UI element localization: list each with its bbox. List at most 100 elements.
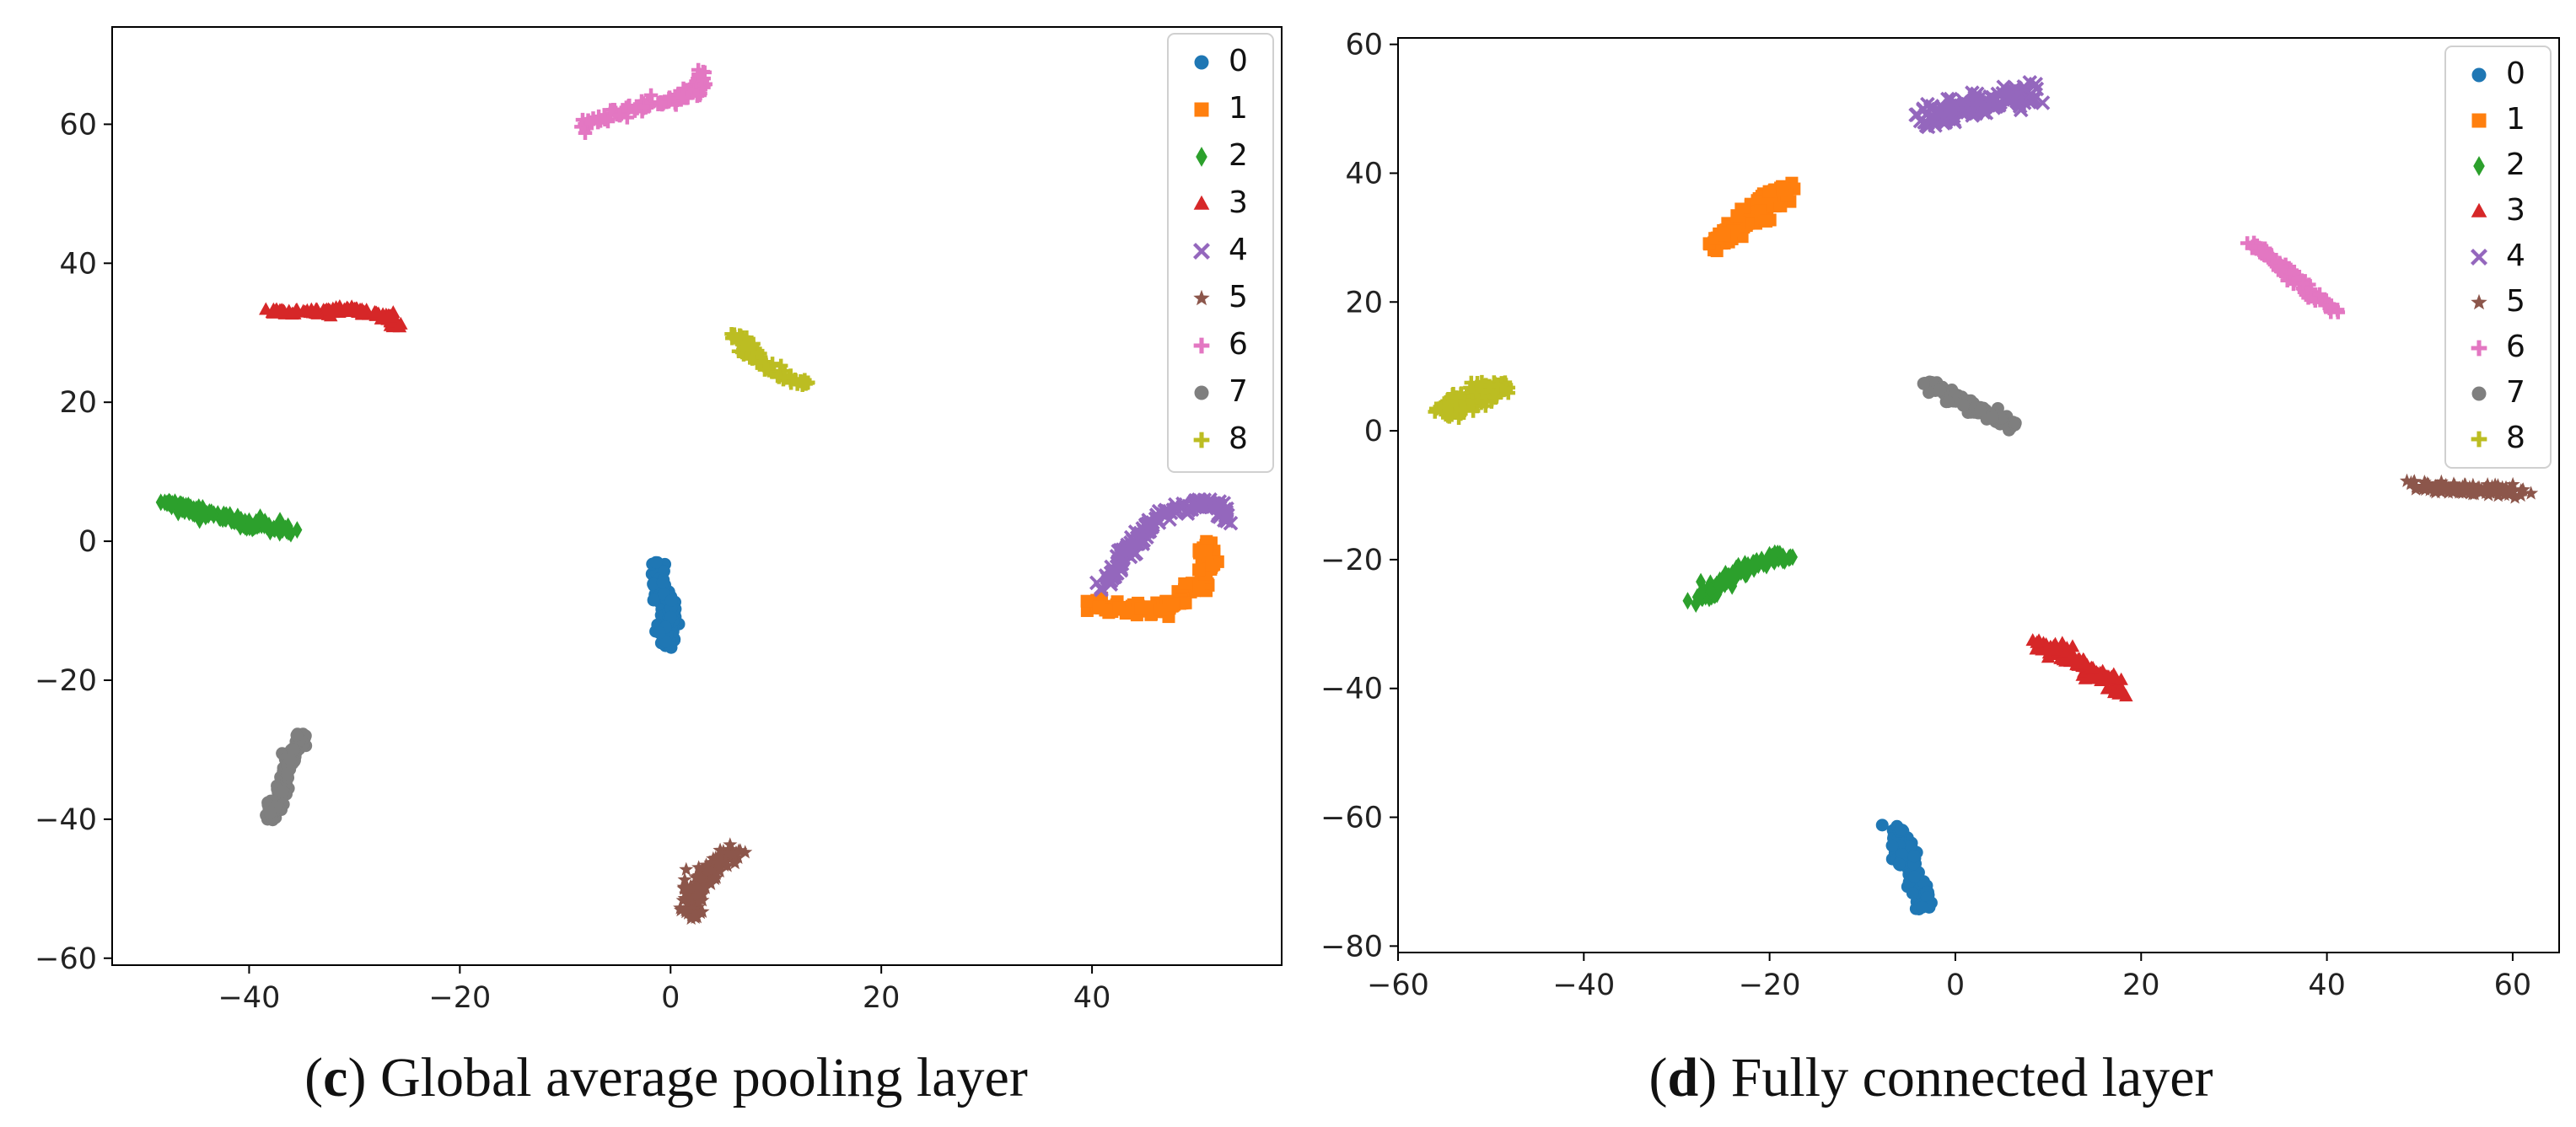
panel-d-point-5 — [2403, 476, 2418, 491]
panel-c-point-5 — [687, 908, 702, 922]
panel-d-legend-label-1: 1 — [2506, 102, 2525, 137]
panel-c-point-4 — [1145, 515, 1160, 530]
panel-c-legend-item-4: 4 — [1192, 233, 1248, 267]
panel-c-legend-item-6: 6 — [1193, 327, 1248, 362]
panel-c-point-7 — [276, 785, 289, 798]
panel-c-point-2 — [162, 494, 173, 513]
panel-c-point-2 — [218, 507, 229, 525]
panel-d-point-4 — [1928, 117, 1943, 133]
panel-c-point-1 — [1092, 600, 1105, 614]
panel-c-point-1 — [1178, 577, 1191, 590]
panel-c-data-points — [155, 62, 1239, 926]
panel-c-point-5 — [720, 845, 735, 861]
panel-c-point-4 — [1157, 503, 1173, 519]
panel-d-point-4 — [1966, 96, 1982, 112]
panel-c-point-5 — [677, 872, 692, 887]
panel-c-point-4 — [1211, 507, 1226, 522]
panel-c-legend-marker-6 — [1193, 337, 1210, 354]
panel-c-point-5 — [710, 855, 726, 870]
panel-c-point-1 — [1154, 603, 1167, 616]
panel-c-point-5 — [700, 866, 715, 880]
panel-d-point-1 — [1776, 183, 1789, 196]
panel-c-legend-marker-1 — [1194, 102, 1209, 117]
panel-d-legend-frame — [2444, 46, 2552, 469]
panel-c-legend-item-0: 0 — [1194, 44, 1248, 78]
panel-d-point-7 — [1974, 404, 1987, 417]
panel-d-point-4 — [1930, 101, 1946, 117]
panel-d-point-5 — [2481, 487, 2496, 502]
panel-c-legend-label-1: 1 — [1229, 91, 1248, 126]
panel-d-point-4 — [1930, 105, 1946, 121]
panel-c-point-3 — [392, 319, 407, 333]
panel-c-point-4 — [1103, 577, 1119, 592]
panel-d-point-6 — [2240, 236, 2255, 250]
panel-d-legend-item-3: 3 — [2471, 193, 2525, 228]
panel-d-point-7 — [1986, 411, 1999, 425]
panel-c-point-2 — [274, 523, 285, 542]
panel-d-point-3 — [2084, 660, 2099, 674]
panel-c-point-5 — [728, 855, 743, 870]
panel-c-point-5 — [678, 904, 693, 919]
panel-c-point-3 — [300, 303, 315, 316]
panel-d-ytick-label: 60 — [1345, 29, 1383, 62]
panel-d-point-3 — [2030, 635, 2044, 648]
panel-c-point-6 — [690, 89, 705, 104]
panel-c-point-7 — [281, 767, 294, 781]
panel-d-point-3 — [2114, 672, 2128, 685]
panel-c-point-5 — [704, 862, 719, 877]
panel-c-point-3 — [321, 302, 336, 315]
panel-c-point-2 — [167, 494, 178, 513]
panel-d-point-5 — [2429, 480, 2444, 494]
panel-d-legend-marker-3 — [2471, 202, 2487, 217]
panel-c-point-0 — [649, 555, 663, 569]
panel-c-point-6 — [653, 95, 668, 110]
panel-c-point-8 — [734, 329, 748, 343]
panel-c-point-5 — [673, 900, 688, 915]
panel-c-point-2 — [175, 497, 186, 516]
panel-d-ytick-label: 20 — [1345, 286, 1383, 319]
panel-d-series-1 — [1702, 176, 1801, 258]
panel-d-point-4 — [1967, 101, 1982, 117]
panel-c-legend-marker-3 — [1193, 195, 1210, 210]
panel-c-point-2 — [292, 521, 303, 539]
panel-d-point-2 — [1691, 588, 1702, 606]
panel-d-point-4 — [2008, 80, 2023, 96]
panel-c-legend-label-7: 7 — [1229, 374, 1248, 409]
panel-c-series-1 — [1080, 534, 1224, 624]
panel-d-point-3 — [2046, 642, 2061, 656]
panel-d-point-4 — [2035, 95, 2051, 110]
panel-c-point-6 — [586, 111, 600, 126]
panel-d-legend-label-8: 8 — [2506, 421, 2525, 455]
panel-d-point-5 — [2467, 486, 2482, 501]
panel-d-point-5 — [2408, 479, 2423, 493]
panel-c-point-3 — [340, 300, 354, 314]
panel-d-point-2 — [1706, 582, 1717, 600]
panel-d-series-7 — [1917, 375, 2022, 437]
panel-c-xtick-label: 40 — [1073, 981, 1111, 1015]
panel-d-point-5 — [2421, 477, 2436, 491]
panel-c-xtick-label: 0 — [661, 981, 680, 1015]
panel-c-point-4 — [1114, 550, 1130, 566]
panel-c-point-6 — [662, 91, 676, 106]
panel-d-point-6 — [2304, 289, 2318, 304]
panel-d-point-0 — [1916, 900, 1929, 914]
panel-d-point-3 — [2041, 650, 2056, 663]
panel-c-point-5 — [684, 910, 699, 926]
panel-d-caption-letter: d — [1667, 1047, 1698, 1108]
panel-d-point-8 — [1475, 374, 1489, 389]
panel-c-legend-label-8: 8 — [1229, 421, 1248, 456]
panel-d-point-7 — [1917, 377, 1930, 390]
panel-c-legend-item-5: 5 — [1193, 280, 1248, 314]
panel-c-legend-label-3: 3 — [1229, 185, 1248, 220]
panel-d-legend-marker-4 — [2470, 248, 2488, 266]
panel-c-series-8 — [724, 326, 815, 392]
panel-c-point-2 — [282, 520, 293, 539]
panel-c-series-6 — [574, 62, 713, 141]
panel-d-point-6 — [2252, 244, 2267, 260]
panel-c-legend-item-8: 8 — [1193, 421, 1248, 456]
panel-d-scatter-plot: −60 −40 −20 0 20 40 60 −80 −60 −40 −20 0 20 40 60 0 1 2 3… — [1320, 29, 2560, 1108]
panel-c-series-5 — [673, 837, 753, 926]
panel-c-ytick-label: 0 — [78, 525, 97, 559]
panel-c-series-3 — [259, 299, 408, 333]
panel-d-point-4 — [2000, 90, 2016, 105]
